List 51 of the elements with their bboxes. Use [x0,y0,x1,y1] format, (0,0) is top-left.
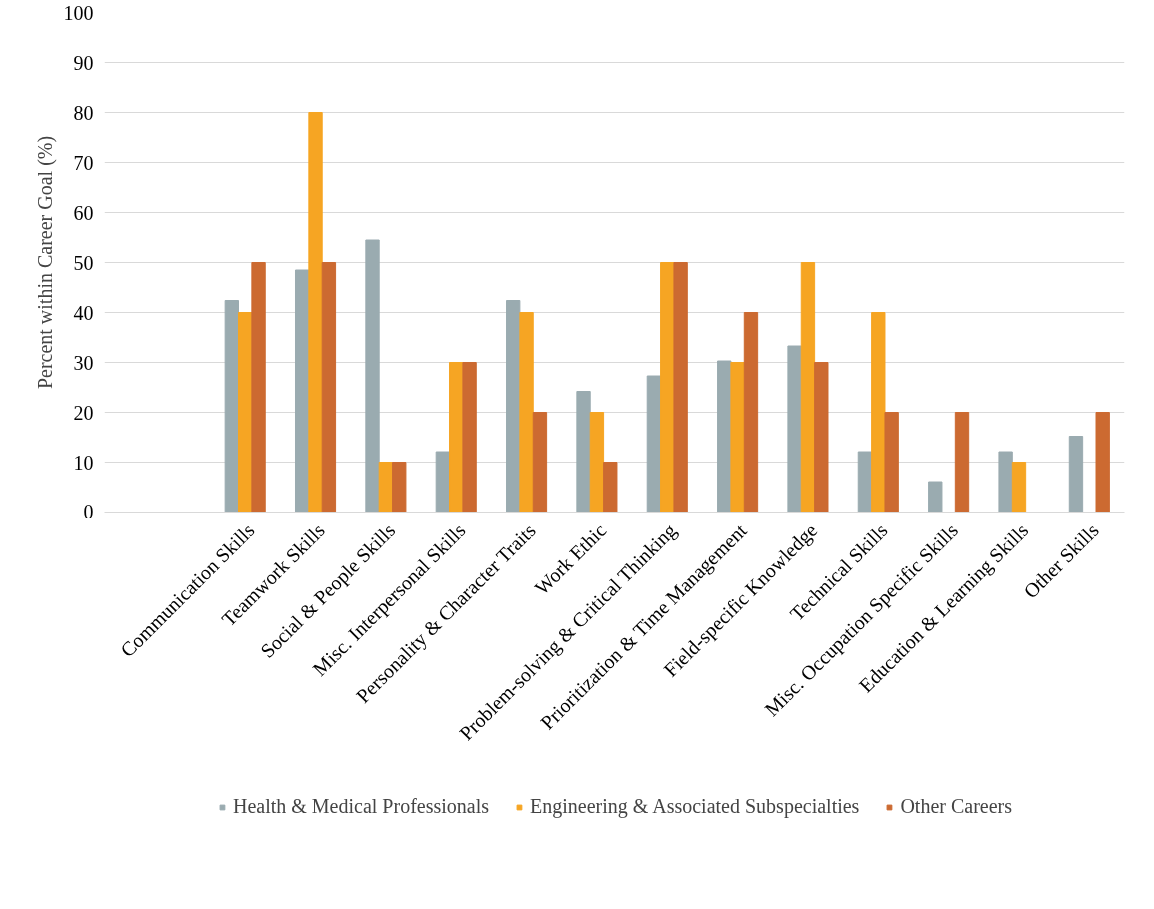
y-tick-label: 10 [73,451,94,474]
bar [1068,436,1084,513]
bar [532,412,548,513]
bar [435,451,451,513]
bar [660,262,675,513]
y-tick-label: 0 [83,500,94,523]
bar [646,375,662,513]
bar [998,451,1013,513]
bar [365,239,380,513]
y-tick-label: 100 [63,1,94,24]
bar [321,262,337,513]
legend-label: Engineering & Associated Subspecialties [530,795,860,818]
bar [1095,412,1110,513]
bar [800,262,816,513]
bar [462,362,477,513]
y-tick-label: 40 [73,301,94,324]
bar [576,391,591,513]
bar [673,262,688,513]
y-axis-title: Percent within Career Goal (%) [33,135,57,390]
y-tick-label: 60 [73,201,94,224]
bar [884,412,899,513]
bar [603,462,618,513]
bar [730,362,745,513]
bar [787,345,802,513]
bar [506,300,521,513]
bar [392,462,407,513]
bar [294,269,310,513]
y-tick-label: 50 [73,251,94,274]
bar [378,462,394,513]
bar [519,312,534,513]
legend-label: Health & Medical Professionals [232,795,490,818]
bar [857,451,873,513]
bar [743,312,759,513]
bar [308,112,323,513]
y-tick-label: 70 [73,151,94,174]
bar [928,481,943,513]
bar [251,262,266,513]
bar [717,360,732,513]
legend-label: Other Careers [900,795,1013,818]
y-tick-label: 80 [73,101,94,124]
bar [224,300,240,513]
bar [238,312,253,513]
bar [589,412,605,513]
bar [954,412,970,513]
bar [449,362,464,513]
bar [871,312,886,513]
bar [1011,462,1027,513]
bar [814,362,829,513]
y-tick-label: 20 [73,401,94,424]
y-tick-label: 30 [73,351,94,374]
y-tick-label: 90 [73,51,94,74]
